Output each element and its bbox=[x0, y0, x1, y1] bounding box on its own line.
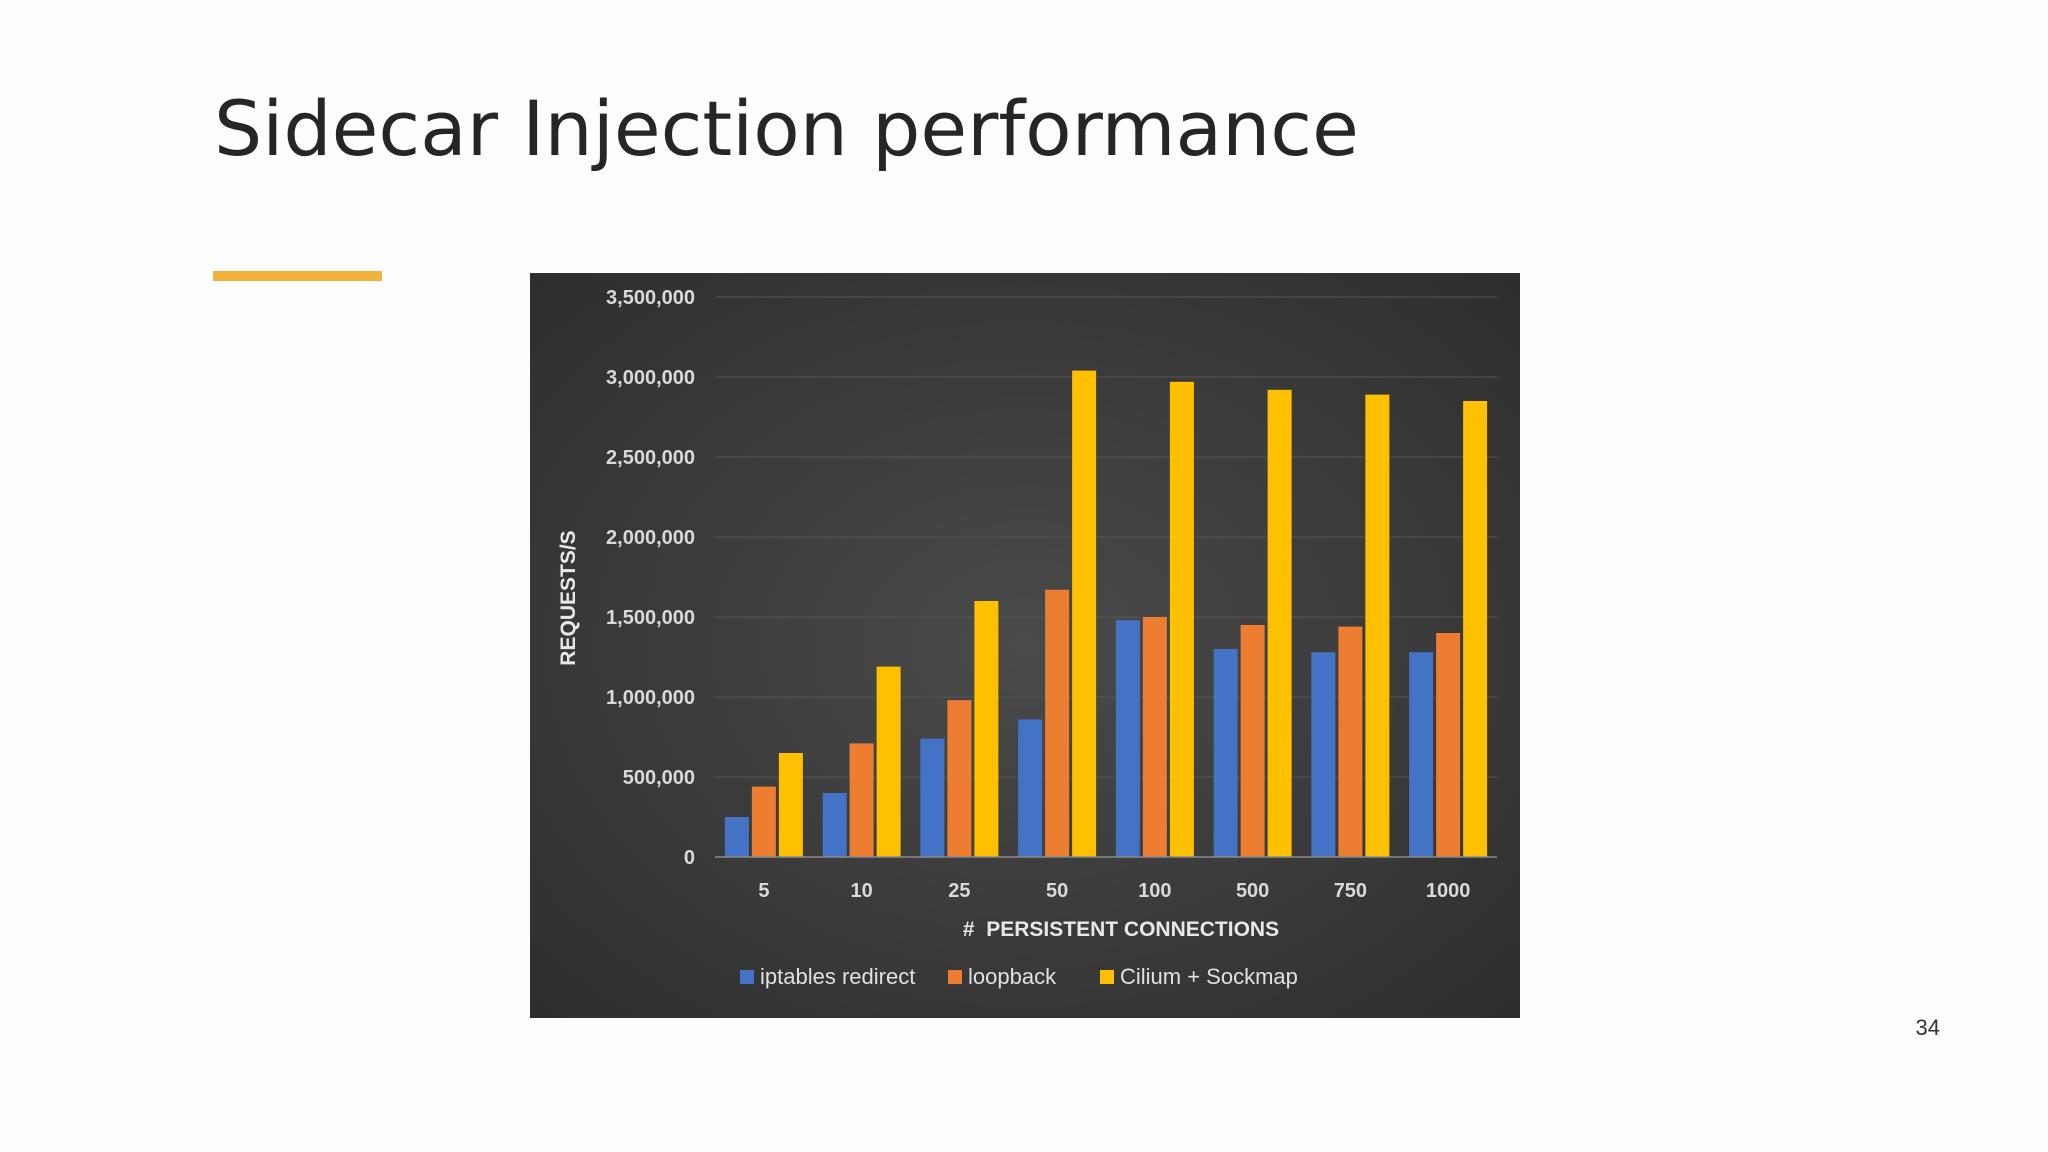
bar bbox=[1365, 394, 1390, 857]
x-tick-label: 1000 bbox=[1426, 880, 1471, 902]
bar bbox=[822, 793, 847, 857]
bar bbox=[1436, 633, 1461, 857]
legend-label: loopback bbox=[968, 964, 1057, 989]
bar bbox=[947, 700, 972, 857]
x-tick-label: 500 bbox=[1236, 880, 1269, 902]
bar-layer bbox=[724, 370, 1488, 857]
bar bbox=[1311, 652, 1336, 857]
bar bbox=[724, 817, 749, 857]
y-axis-label: REQUESTS/S bbox=[557, 530, 580, 665]
x-tick-label: 25 bbox=[948, 880, 970, 902]
bar bbox=[974, 601, 999, 857]
legend-swatch bbox=[1100, 970, 1114, 984]
bar bbox=[1240, 625, 1265, 857]
legend-label: Cilium + Sockmap bbox=[1120, 964, 1298, 989]
y-tick-label: 2,000,000 bbox=[606, 527, 695, 549]
title-accent-bar bbox=[213, 271, 382, 281]
y-tick-label: 3,000,000 bbox=[606, 367, 695, 389]
bar bbox=[1213, 649, 1238, 857]
legend-swatch bbox=[948, 970, 962, 984]
bar bbox=[1045, 589, 1070, 857]
x-tick-label: 750 bbox=[1334, 880, 1367, 902]
axis-layer: 0 500,000 1,000,000 1,500,000 2,000,000 2,500… bbox=[606, 287, 1497, 902]
bar bbox=[1072, 370, 1097, 857]
bar bbox=[849, 743, 874, 857]
x-tick-label: 50 bbox=[1046, 880, 1068, 902]
bar bbox=[1142, 617, 1167, 857]
bar bbox=[1409, 652, 1434, 857]
bar bbox=[1338, 626, 1363, 857]
bar bbox=[1463, 401, 1488, 857]
y-tick-label: 0 bbox=[684, 847, 695, 869]
bar-chart: 0 500,000 1,000,000 1,500,000 2,000,000 2,500… bbox=[530, 273, 1520, 1018]
legend: iptables redirect loopback Cilium + Sockma… bbox=[740, 964, 1298, 989]
y-tick-label: 1,000,000 bbox=[606, 687, 695, 709]
bar bbox=[751, 786, 776, 857]
x-tick-label: 100 bbox=[1138, 880, 1171, 902]
chart-svg: 0 500,000 1,000,000 1,500,000 2,000,000 2,500… bbox=[530, 273, 1520, 1018]
y-tick-label: 1,500,000 bbox=[606, 607, 695, 629]
x-tick-label: 10 bbox=[851, 880, 873, 902]
y-tick-label: 2,500,000 bbox=[606, 447, 695, 469]
grid-layer bbox=[715, 296, 1497, 778]
bar bbox=[1018, 719, 1043, 857]
bar bbox=[778, 753, 803, 857]
bar bbox=[1267, 389, 1292, 857]
legend-label: iptables redirect bbox=[760, 964, 915, 989]
legend-swatch bbox=[740, 970, 754, 984]
bar bbox=[1115, 620, 1140, 857]
y-tick-label: 3,500,000 bbox=[606, 287, 695, 309]
x-axis-label: # PERSISTENT CONNECTIONS bbox=[963, 918, 1279, 941]
x-tick-label: 5 bbox=[758, 880, 769, 902]
bar bbox=[920, 738, 945, 857]
bar bbox=[876, 666, 901, 857]
page-number: 34 bbox=[1915, 1015, 1940, 1040]
y-tick-label: 500,000 bbox=[623, 767, 695, 789]
slide-title: Sidecar Injection performance bbox=[214, 84, 1359, 173]
bar bbox=[1169, 381, 1194, 857]
